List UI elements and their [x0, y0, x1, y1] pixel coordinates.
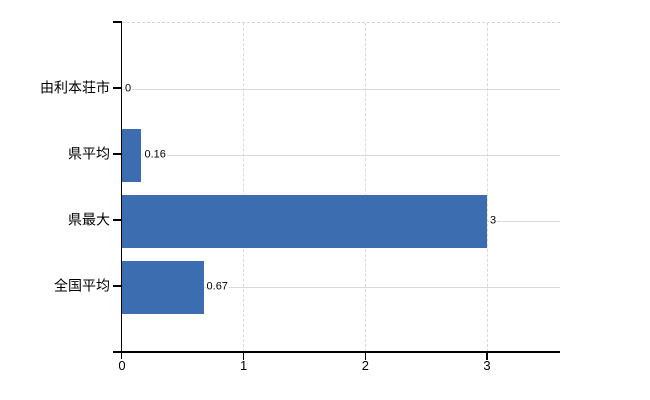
h-gridline [122, 154, 560, 156]
v-gridline [243, 23, 245, 352]
x-axis-tick [486, 352, 488, 360]
y-axis-top-tick [113, 21, 122, 23]
x-axis-tick [242, 352, 245, 360]
y-axis-tick [113, 285, 122, 287]
category-label: 県最大 [68, 211, 110, 228]
y-axis-tick [113, 153, 122, 155]
x-tick-label: 2 [361, 358, 369, 373]
x-tick-label: 3 [483, 358, 491, 373]
h-gridline [122, 286, 560, 288]
bar-value-label: 0 [124, 82, 133, 96]
bar [122, 260, 204, 314]
y-axis-tick [113, 219, 122, 221]
plot-area: 0 0.16 3 0.67 [122, 22, 560, 352]
category-label: 由利本荘市 [40, 79, 110, 96]
x-axis-line [113, 351, 560, 353]
category-label: 全国平均 [54, 277, 110, 294]
y-axis-tick [113, 87, 122, 89]
category-label: 県平均 [68, 145, 110, 162]
v-gridline [364, 23, 366, 352]
v-gridline [486, 23, 488, 352]
x-tick-label: 0 [118, 358, 126, 373]
x-axis-tick [364, 352, 367, 360]
bar [122, 194, 487, 248]
bar-value-label: 3 [489, 214, 498, 228]
h-gridline [122, 88, 560, 90]
bar-value-label: 0.67 [205, 280, 229, 294]
bar-value-label: 0.16 [143, 148, 167, 162]
bar [122, 128, 142, 182]
y-axis-line [120, 22, 122, 359]
x-tick-label: 1 [240, 358, 248, 373]
